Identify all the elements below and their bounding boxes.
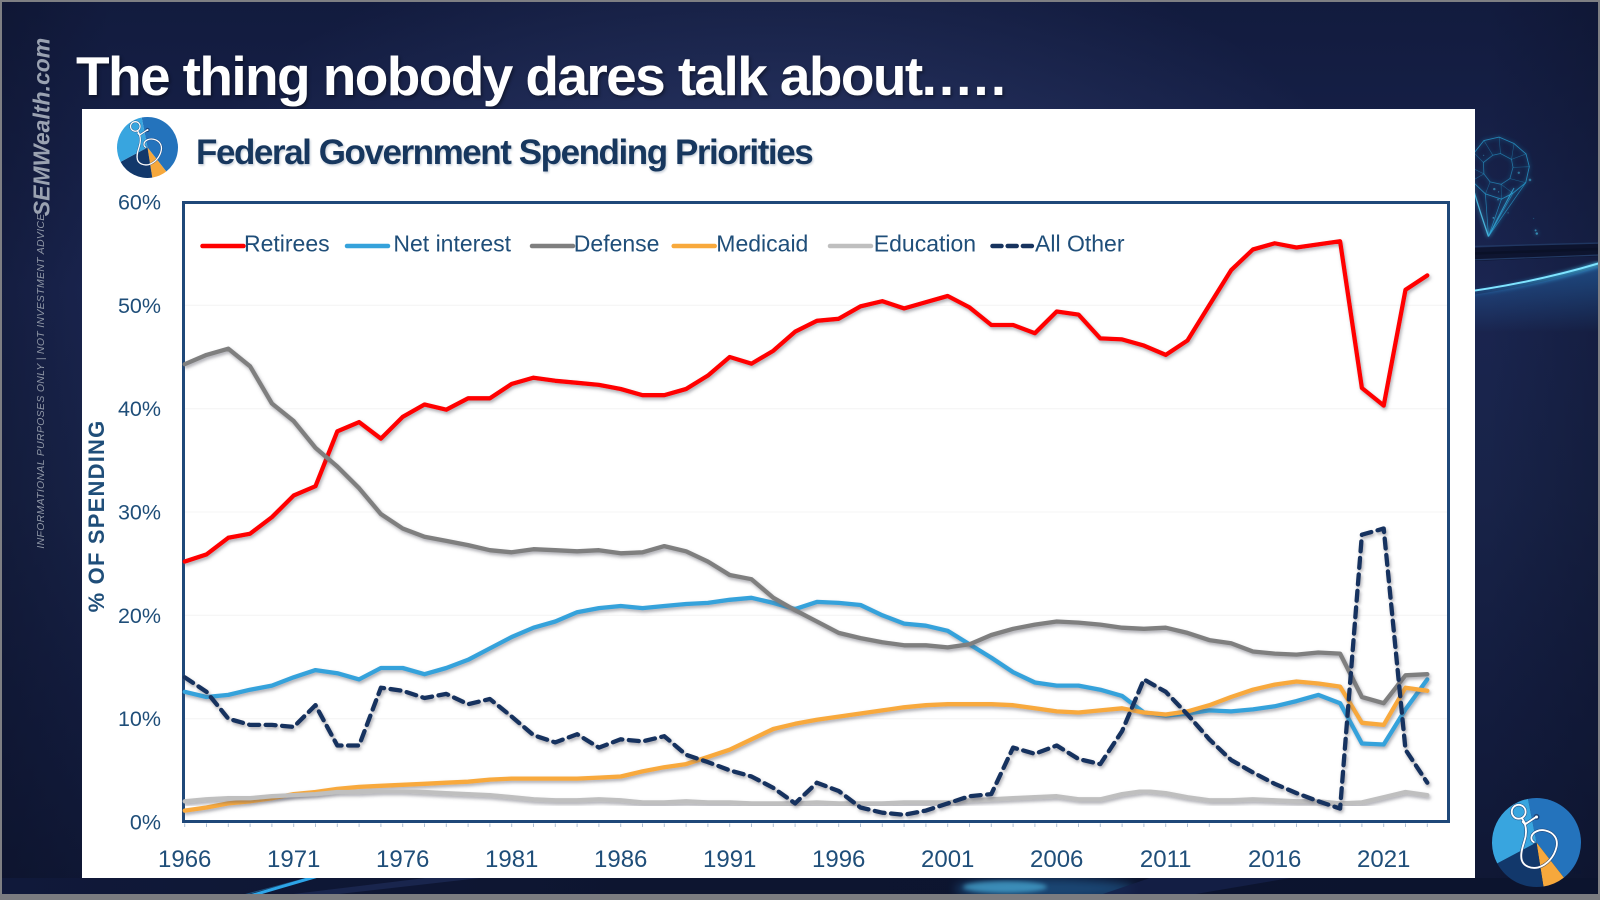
svg-text:2006: 2006	[1030, 846, 1083, 873]
svg-text:50%: 50%	[118, 294, 161, 318]
svg-text:2016: 2016	[1248, 846, 1301, 873]
svg-text:1966: 1966	[158, 846, 211, 873]
svg-text:1976: 1976	[376, 846, 429, 873]
svg-text:30%: 30%	[118, 501, 161, 525]
svg-text:1981: 1981	[485, 846, 538, 873]
svg-text:1991: 1991	[703, 846, 756, 873]
svg-text:40%: 40%	[118, 397, 161, 421]
svg-text:60%: 60%	[118, 191, 161, 215]
svg-text:Net interest: Net interest	[393, 231, 511, 257]
svg-text:Medicaid: Medicaid	[716, 231, 808, 257]
svg-text:1986: 1986	[594, 846, 647, 873]
svg-text:Defense: Defense	[574, 231, 660, 257]
svg-text:Retirees: Retirees	[244, 231, 330, 257]
svg-text:1971: 1971	[267, 846, 320, 873]
svg-text:20%: 20%	[118, 604, 161, 628]
svg-text:1996: 1996	[812, 846, 865, 873]
svg-text:0%: 0%	[130, 811, 161, 835]
svg-text:All Other: All Other	[1035, 231, 1125, 257]
svg-text:2001: 2001	[921, 846, 974, 873]
svg-text:Education: Education	[874, 231, 976, 257]
svg-text:2021: 2021	[1357, 846, 1410, 873]
svg-text:10%: 10%	[118, 707, 161, 731]
svg-text:2011: 2011	[1140, 846, 1192, 873]
